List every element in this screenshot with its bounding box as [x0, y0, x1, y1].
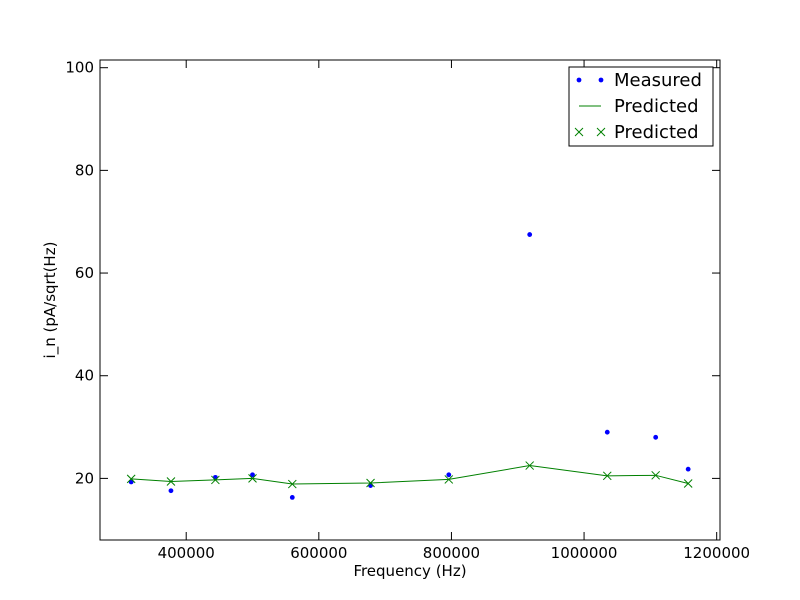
- ticks-layer: 400000 600000 800000 1000000 1200000 20 40 60 80…: [65, 59, 750, 562]
- plot-frame: [99, 59, 721, 541]
- y-tick-label: 20: [75, 469, 94, 487]
- x-tick-label: 1200000: [683, 544, 750, 562]
- measured-point: [212, 474, 218, 480]
- y-tick-label: 60: [75, 264, 94, 282]
- series-points: [128, 232, 691, 500]
- y-axis-label: i_n (pA/sqrt(Hz): [41, 242, 60, 359]
- predicted-marker: [211, 475, 220, 485]
- predicted-marker: [248, 474, 257, 483]
- measured-point: [653, 434, 659, 440]
- predicted-marker: [683, 479, 693, 488]
- legend-item: Predicted: [579, 96, 699, 117]
- measured-point: [527, 232, 533, 237]
- y-tick-label: 40: [75, 367, 94, 385]
- legend-label: Predicted: [614, 96, 699, 117]
- y-tick-label: 100: [65, 59, 94, 77]
- legend-label: Predicted: [614, 122, 699, 143]
- legend-x-marker: [596, 127, 606, 137]
- legend-item: Measured: [576, 70, 702, 91]
- predicted-marker: [602, 471, 612, 481]
- legend-label: Measured: [614, 70, 702, 91]
- x-tick-label: 600000: [290, 544, 347, 562]
- x-tick-label: 800000: [423, 544, 480, 562]
- measured-point: [685, 466, 691, 472]
- measured-point: [604, 429, 610, 435]
- legend-point: [598, 77, 604, 83]
- predicted-marker: [166, 477, 176, 486]
- legend-item: Predicted: [574, 122, 699, 143]
- predicted-marker: [287, 479, 297, 489]
- x-axis-label: Frequency (Hz): [353, 562, 466, 580]
- predicted-marker: [444, 475, 454, 484]
- series-layer: [126, 232, 693, 500]
- legend-x-marker: [574, 127, 584, 137]
- predicted-marker: [651, 470, 661, 480]
- legend: Measured Predicted Predicted: [568, 66, 714, 147]
- predicted-marker: [126, 474, 136, 484]
- measured-point: [250, 472, 255, 478]
- series-x-markers: [126, 461, 693, 489]
- measured-point: [289, 494, 295, 500]
- x-tick-label: 1000000: [551, 544, 618, 562]
- legend-point: [576, 77, 582, 83]
- y-tick-label: 80: [75, 161, 94, 179]
- measured-point: [168, 488, 174, 494]
- measured-point: [368, 483, 373, 488]
- predicted-marker: [366, 478, 375, 488]
- x-tick-label: 400000: [158, 544, 215, 562]
- predicted-marker: [525, 461, 535, 470]
- measured-point: [446, 472, 452, 478]
